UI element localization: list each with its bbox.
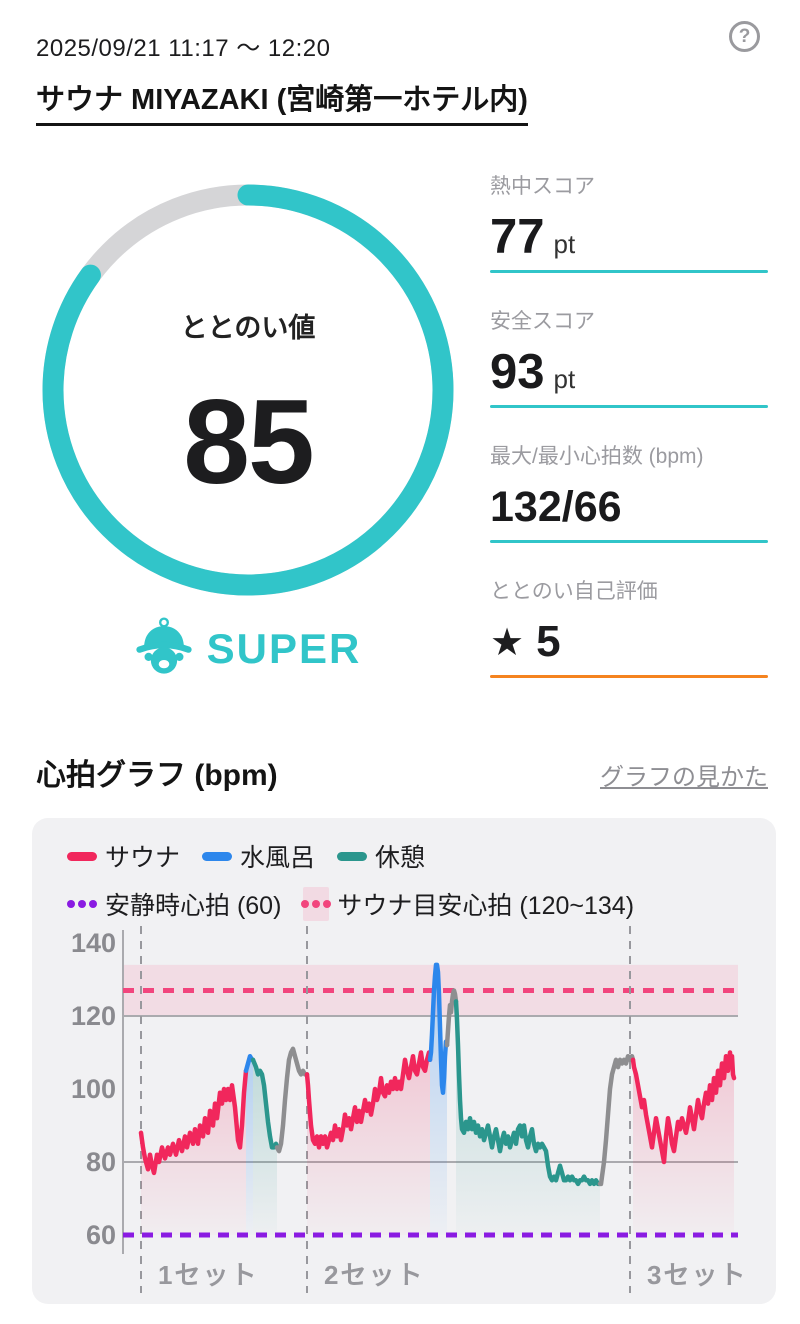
legend-item-water: 水風呂 <box>202 838 315 874</box>
heart-rate-chart-card: サウナ 水風呂 休憩 安静時心拍 (60) サウナ目安心拍 (120~ <box>32 818 776 1304</box>
svg-text:1セット: 1セット <box>158 1260 258 1290</box>
stat-value: 93 <box>490 345 545 399</box>
legend-item-resting-hr: 安静時心拍 (60) <box>67 886 281 922</box>
stat-unit: pt <box>553 364 576 394</box>
gauge-ring <box>42 184 454 596</box>
stat-value: 132/66 <box>490 483 622 531</box>
sauna-line-swatch <box>67 851 97 861</box>
legend-item-target-hr: サウナ目安心拍 (120~134) <box>301 886 635 922</box>
rest-line-swatch <box>337 851 368 861</box>
legend-item-sauna: サウナ <box>67 838 180 874</box>
chart-section-title: 心拍グラフ (bpm) <box>36 759 278 792</box>
stat-label: 最大/最小心拍数 (bpm) <box>490 445 704 468</box>
svg-text:140: 140 <box>71 928 116 958</box>
stat-block-safety: 安全スコア 93 pt <box>490 305 768 408</box>
chart-legend: サウナ 水風呂 休憩 安静時心拍 (60) サウナ目安心拍 (120~ <box>67 838 634 934</box>
svg-text:80: 80 <box>86 1147 116 1177</box>
divider <box>490 675 768 678</box>
svg-text:60: 60 <box>86 1220 116 1250</box>
divider <box>490 405 768 408</box>
stat-block-heart-rate: 最大/最小心拍数 (bpm) 132/66 <box>490 440 768 543</box>
super-row: SUPER <box>42 616 454 681</box>
stat-value: 5 <box>536 617 561 666</box>
chart-help-link[interactable]: グラフの見かた <box>600 764 768 791</box>
gauge-progress <box>42 184 454 596</box>
stat-unit: pt <box>553 229 576 259</box>
water-line-swatch <box>202 851 233 861</box>
svg-text:2セット: 2セット <box>324 1260 424 1290</box>
legend-item-rest: 休憩 <box>337 838 425 874</box>
stat-label: ととのい自己評価 <box>490 580 658 603</box>
legend-label: サウナ目安心拍 (120~134) <box>337 892 635 920</box>
legend-label: 休憩 <box>375 844 426 872</box>
target-band-swatch <box>301 887 332 921</box>
svg-text:100: 100 <box>71 1074 116 1104</box>
legend-label: サウナ <box>105 844 181 872</box>
divider <box>490 540 768 543</box>
sauna-hat-icon <box>135 616 193 681</box>
stats-column: 熱中スコア 77 pt 安全スコア 93 pt 最大/最小心拍数 (bpm) 1… <box>490 170 768 710</box>
target-dots-swatch <box>301 900 332 908</box>
totonoi-gauge: ととのい値 85 <box>42 184 454 596</box>
svg-text:3セット: 3セット <box>647 1260 747 1290</box>
star-icon: ★ <box>490 621 525 664</box>
gauge-label: ととのい値 <box>180 313 316 343</box>
legend-label: 水風呂 <box>240 844 316 872</box>
stat-block-self-rating: ととのい自己評価 ★ 5 <box>490 575 768 678</box>
legend-label: 安静時心拍 (60) <box>105 892 282 920</box>
divider <box>490 270 768 273</box>
facility-name-link[interactable]: サウナ MIYAZAKI (宮崎第一ホテル内) <box>36 76 528 126</box>
svg-text:120: 120 <box>71 1001 116 1031</box>
help-icon[interactable]: ? <box>729 21 760 52</box>
rating-text: SUPER <box>206 624 362 672</box>
session-date-range: 2025/09/21 11:17 ～ 12:20 <box>36 35 331 62</box>
stat-value: 77 <box>490 210 545 264</box>
stat-block-heat: 熱中スコア 77 pt <box>490 170 768 273</box>
stat-label: 安全スコア <box>490 310 595 333</box>
gauge-value: 85 <box>183 375 314 509</box>
stat-label: 熱中スコア <box>490 175 595 198</box>
resting-dots-swatch <box>67 900 97 908</box>
heart-rate-plot: 1セット 2セット 3セット 140 120 100 80 60 <box>71 926 747 1293</box>
